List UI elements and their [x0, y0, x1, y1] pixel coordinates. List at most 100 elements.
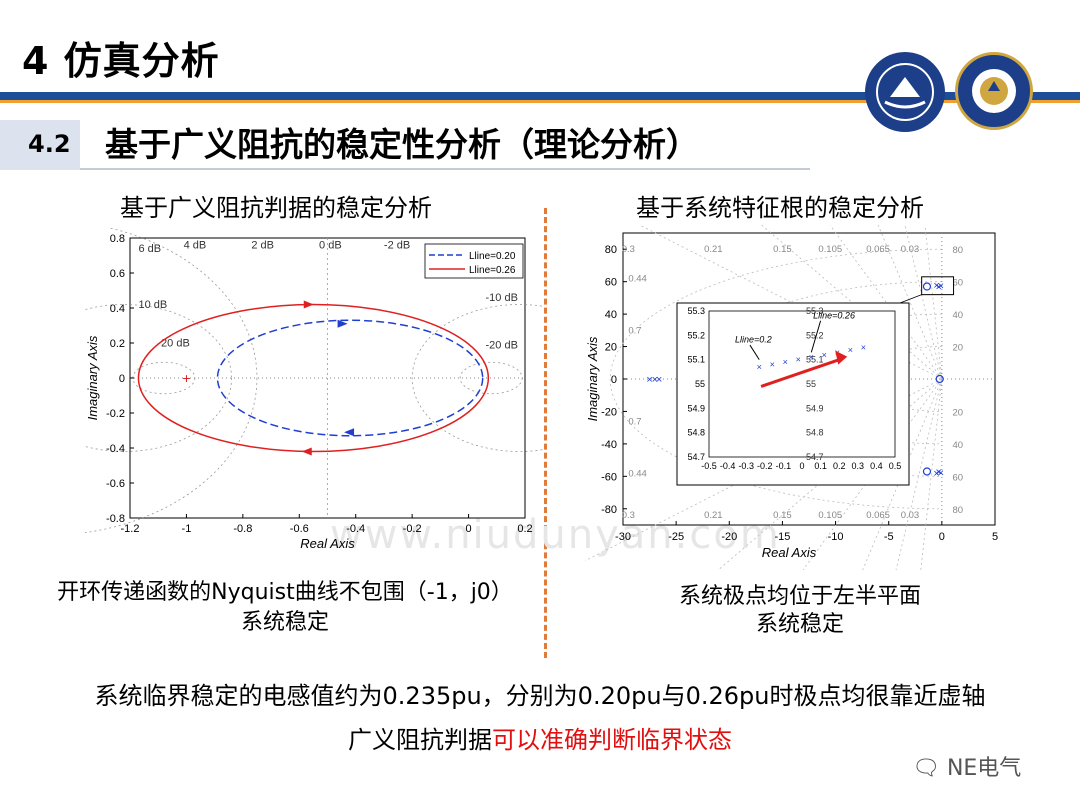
nyquist-chart: -1.2 -1 -0.8 -0.6 -0.4 -0.2 0 0.2 -0.8 -0.6 -0.4 -0… [85, 228, 545, 551]
inset-y-tick-label: 55 [695, 379, 705, 389]
inset-y-tick-label: 55.3 [687, 306, 705, 316]
y-tick-label: 0 [611, 374, 617, 386]
damping-label-side: 0.7 [628, 326, 641, 337]
inset-y-tick-label: 55.1 [687, 355, 705, 365]
db-label: 6 dB [138, 243, 161, 255]
inset-x-tick-label: 0 [799, 461, 804, 471]
y-tick-label: -80 [601, 504, 617, 516]
y-tick-label: 80 [605, 244, 617, 256]
x-tick-label: -0.6 [290, 523, 309, 535]
pole-marker: × [935, 282, 941, 294]
pole-zero-chart: -30 -25 -20 -15 -10 -5 0 5 -80 -60 -40 -20 0 20 40 60 80… [585, 225, 998, 570]
x-tick-label: 0 [466, 523, 472, 535]
inset-axis-value: 55.3 [806, 306, 824, 316]
inset-pole: × [809, 352, 814, 362]
damping-label-bottom: 0.15 [773, 510, 792, 521]
title-divider-accent [0, 100, 1080, 103]
inset-pole: × [822, 350, 827, 360]
freq-label-top: 60 [952, 278, 963, 289]
y-axis-label: Imaginary Axis [585, 336, 600, 421]
pole-marker: × [656, 374, 662, 386]
damping-label-bottom: 0.065 [866, 510, 890, 521]
conclusion-line2: 广义阻抗判据可以准确判断临界状态 [0, 720, 1080, 755]
damping-label-top: 0.3 [622, 244, 635, 255]
damping-label-top: 0.105 [818, 244, 842, 255]
freq-label-top: 40 [952, 310, 963, 321]
zoom-connector [899, 294, 922, 304]
university-logo [865, 52, 945, 132]
y-tick-label: -60 [601, 471, 617, 483]
freq-label-bottom: 80 [952, 505, 963, 516]
wechat-label: NE电气 [946, 756, 1022, 781]
inset-y-tick-label: 54.8 [687, 428, 705, 438]
db-label: -20 dB [486, 339, 518, 351]
wechat-brand: 🗨 NE电气 [912, 750, 1021, 782]
inset-pole: × [783, 357, 788, 367]
inset-panel [676, 302, 910, 486]
db-contour [85, 228, 258, 534]
inset-y-tick-label: 54.9 [687, 403, 705, 413]
y-tick-label: 20 [605, 342, 617, 354]
damping-label-top: 0.065 [866, 244, 890, 255]
x-tick-label: -20 [721, 531, 737, 543]
damping-label-top: 0.03 [901, 244, 920, 255]
pole-marker: × [938, 281, 944, 293]
conclusion-prefix: 广义阻抗判据 [348, 726, 492, 754]
y-tick-label: 0.6 [110, 268, 125, 280]
pole-marker: × [935, 466, 941, 478]
inset-label-026: Lline=0.26 [813, 310, 855, 320]
inset-axis-value: 54.8 [806, 428, 824, 438]
db-label: 0 dB [319, 240, 342, 252]
zero-marker [922, 282, 932, 291]
section-number: 4.2 [28, 130, 71, 158]
inset-x-tick-label: -0.2 [757, 461, 773, 471]
damping-label-bottom: 0.3 [622, 510, 635, 521]
inset-pointer-026 [810, 320, 822, 353]
pole-marker: × [933, 468, 939, 480]
damping-label-bottom: 0.105 [818, 510, 842, 521]
right-caption-line2: 系统稳定 [755, 612, 844, 637]
y-tick-label: -0.4 [106, 443, 125, 455]
damping-label-bottom: 0.03 [901, 510, 920, 521]
inset-axis-value: 54.7 [806, 452, 824, 462]
inset-x-tick-label: 0.1 [814, 461, 827, 471]
inset-pole: × [757, 362, 762, 372]
x-tick-label: 5 [992, 531, 998, 543]
x-tick-label: -25 [668, 531, 684, 543]
x-tick-label: -1.2 [121, 523, 140, 535]
inset-x-tick-label: -0.3 [738, 461, 754, 471]
wechat-icon: 🗨 [912, 756, 940, 781]
damping-line [920, 378, 943, 570]
section-underline [80, 168, 810, 170]
conclusion-line1: 系统临界稳定的电感值约为0.235pu，分别为0.20pu与0.26pu时极点均… [94, 682, 986, 710]
db-label: -10 dB [486, 292, 518, 304]
damping-label-side: 0.7 [628, 416, 641, 427]
damping-label-top: 0.15 [773, 244, 792, 255]
college-logo [955, 52, 1033, 130]
inset-pointer-020 [749, 344, 760, 360]
x-tick-label: -5 [884, 531, 894, 543]
pole-marker: × [933, 280, 939, 292]
inset-x-tick-label: 0.2 [833, 461, 846, 471]
db-contour [411, 304, 545, 452]
inset-axis-value: 55 [806, 379, 816, 389]
left-caption-line1: 开环传递函数的Nyquist曲线不包围（-1，j0） [57, 580, 513, 605]
db-label: 20 dB [161, 338, 190, 350]
zero-marker [935, 374, 944, 384]
inset-y-tick-label: 55.2 [687, 330, 705, 340]
right-chart-title: 基于系统特征根的稳定分析 [636, 194, 924, 222]
db-label: 10 dB [138, 299, 167, 311]
y-tick-label: -20 [601, 406, 617, 418]
inset-pole: × [770, 360, 775, 370]
inset-pole: × [796, 355, 801, 365]
freq-label-top: 20 [952, 343, 963, 354]
legend-box [424, 243, 524, 279]
y-tick-label: 60 [605, 277, 617, 289]
legend-label: Lline=0.20 [469, 251, 516, 262]
left-caption-line2: 系统稳定 [240, 610, 329, 635]
series-arrow [344, 428, 355, 437]
pole-marker: × [938, 467, 944, 479]
zero-marker [922, 467, 932, 476]
inset-axis-value: 55.1 [806, 355, 824, 365]
y-tick-label: 0 [119, 373, 125, 385]
